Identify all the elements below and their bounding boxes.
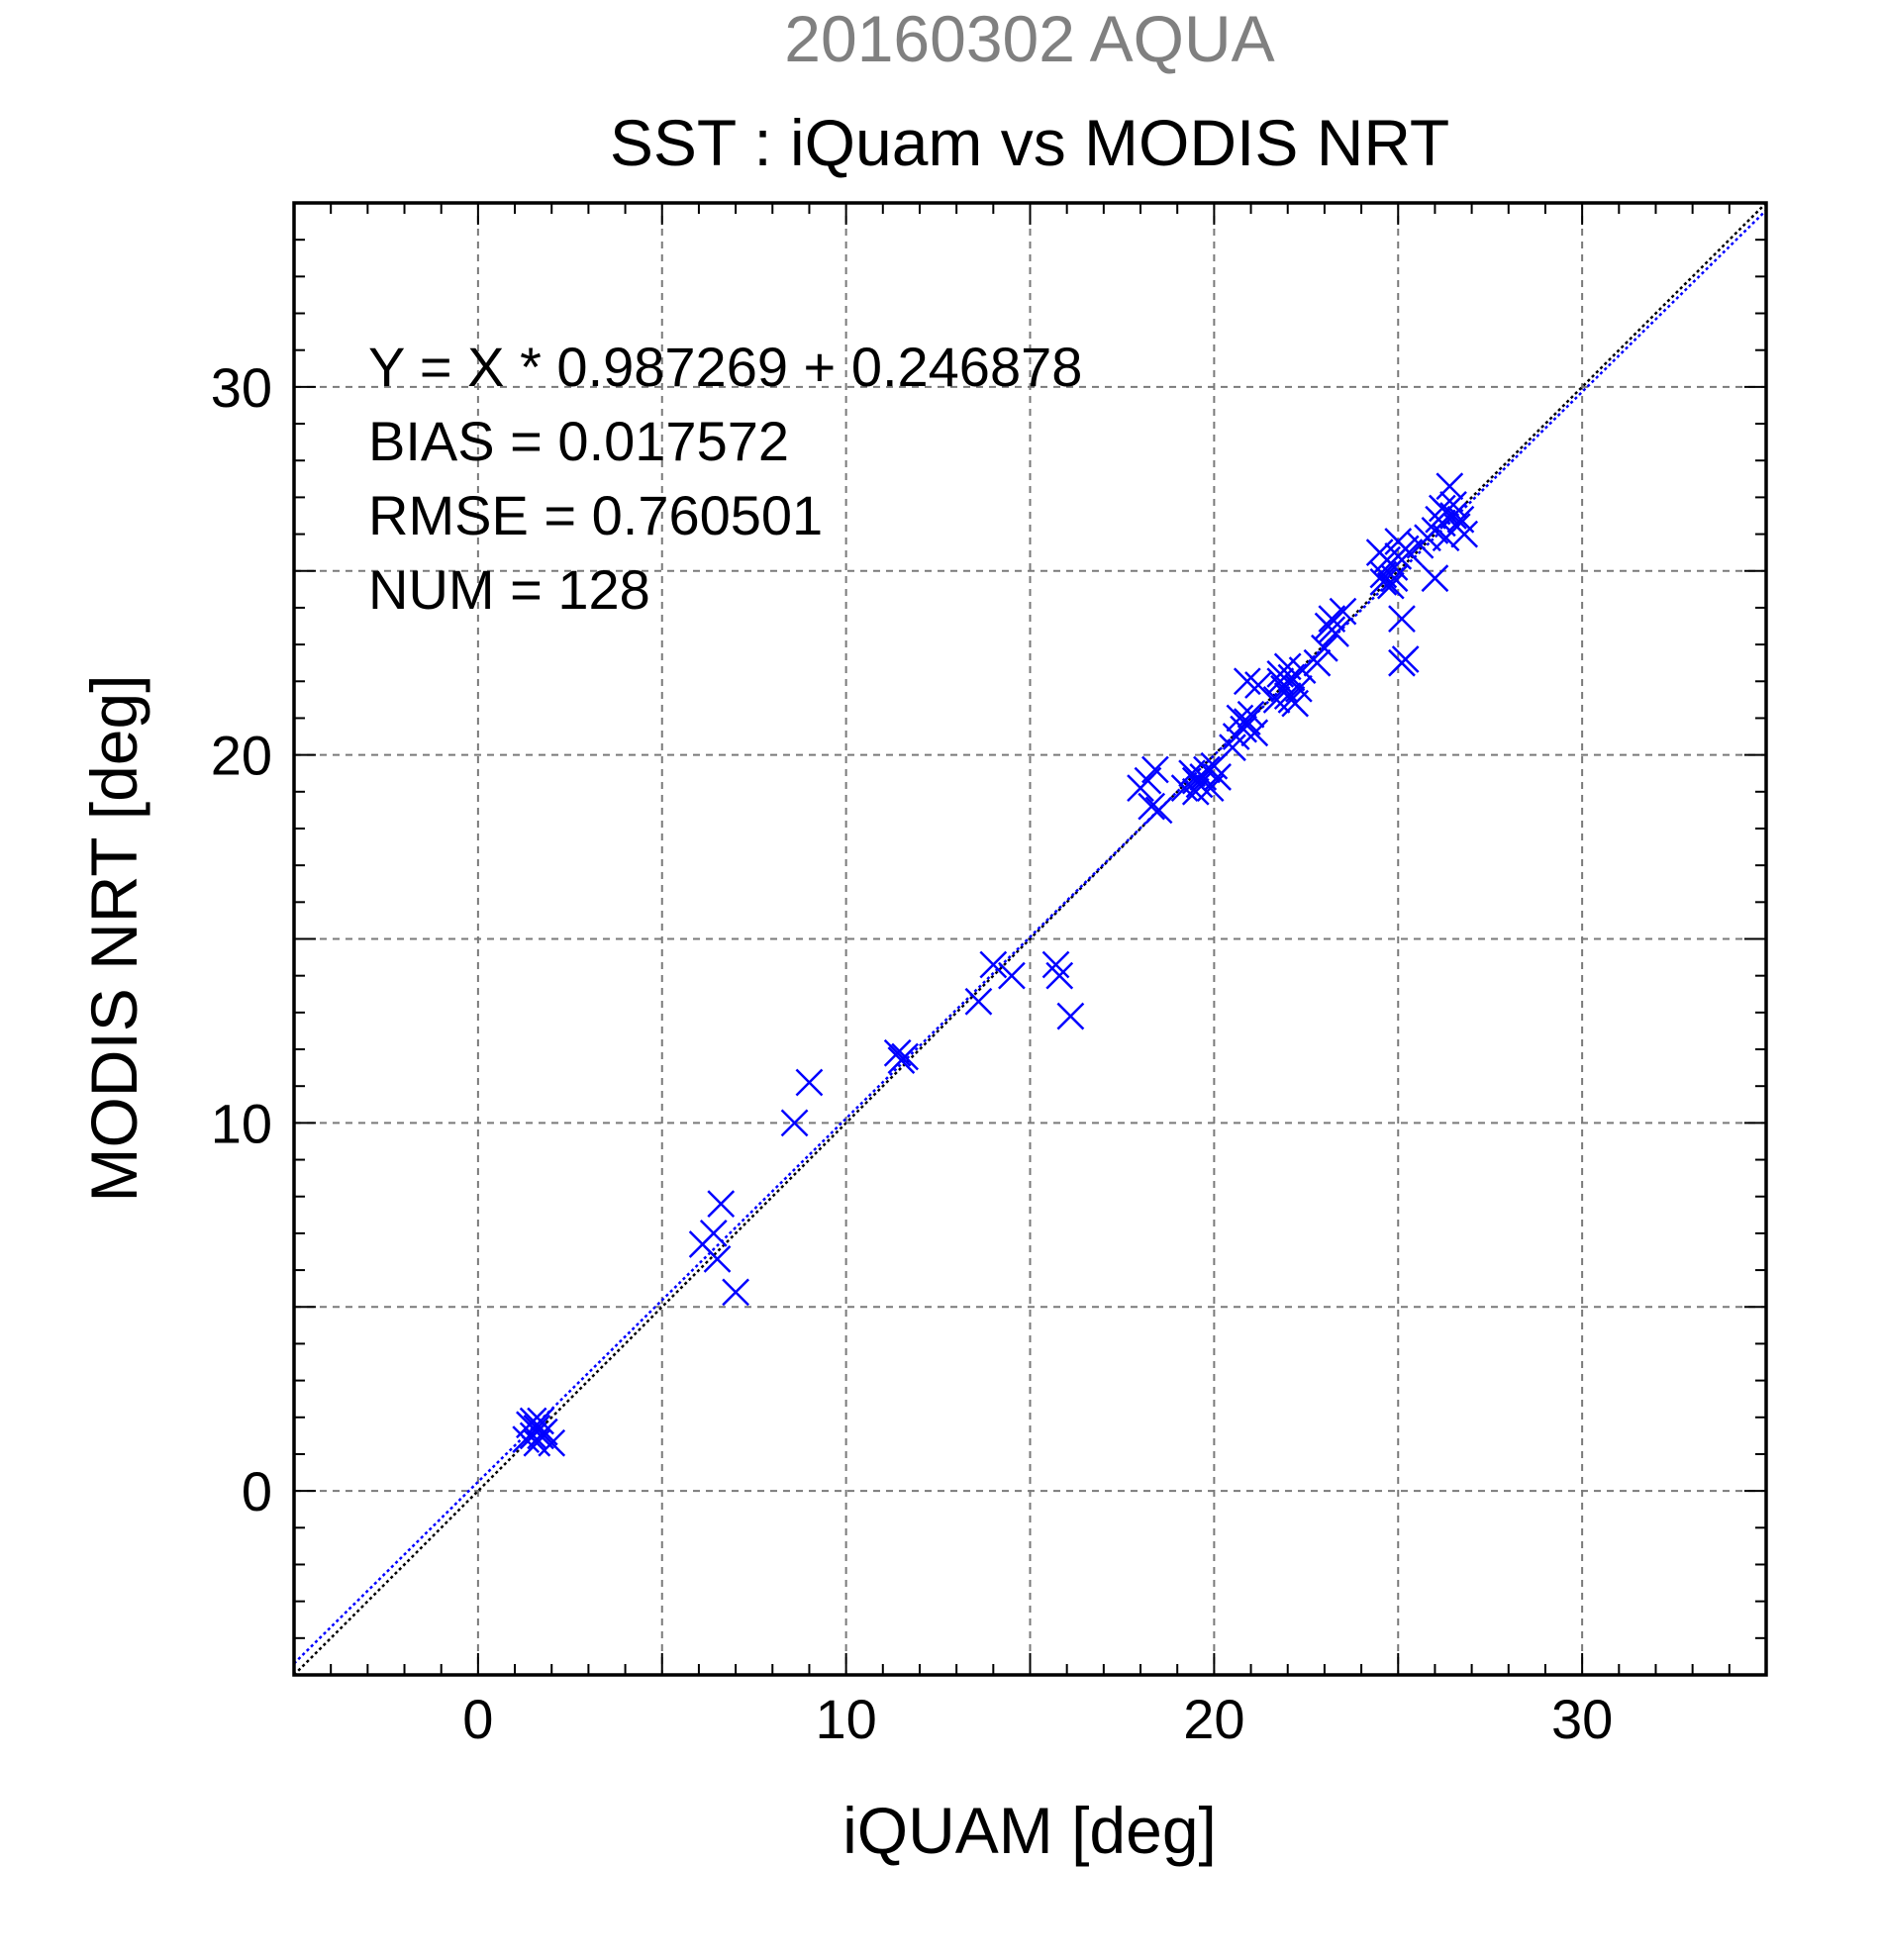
x-tick-label: 30 <box>1551 1688 1613 1750</box>
data-point <box>1266 667 1295 696</box>
x-tick-label: 20 <box>1183 1688 1244 1750</box>
data-point <box>1384 528 1413 555</box>
data-point <box>1222 723 1250 750</box>
data-point <box>1277 685 1306 714</box>
data-point <box>523 1428 551 1457</box>
data-point <box>1450 520 1479 548</box>
data-point <box>1318 616 1346 644</box>
x-axis-label: iQUAM [deg] <box>842 1794 1217 1867</box>
data-points <box>512 472 1479 1457</box>
regression-equation: Y = X * 0.987269 + 0.246878 <box>368 336 1082 398</box>
y-axis-label: MODIS NRT [deg] <box>77 674 150 1202</box>
data-point <box>1288 656 1317 685</box>
bias-value: BIAS = 0.017572 <box>368 410 789 472</box>
stats-box: Y = X * 0.987269 + 0.246878 BIAS = 0.017… <box>368 336 1082 621</box>
data-point <box>1436 472 1464 501</box>
data-point <box>722 1278 749 1307</box>
data-point <box>699 1220 728 1247</box>
data-point <box>527 1421 554 1450</box>
rmse-value: RMSE = 0.760501 <box>368 484 823 546</box>
data-point <box>780 1109 809 1137</box>
y-tick-label: 0 <box>242 1460 272 1522</box>
data-point <box>887 1046 916 1075</box>
data-point <box>1204 763 1232 791</box>
data-point <box>1240 719 1269 747</box>
data-point <box>1388 605 1416 633</box>
data-point <box>1391 645 1420 673</box>
data-point <box>1376 571 1405 600</box>
data-point <box>1056 1002 1085 1030</box>
data-point <box>1428 494 1456 523</box>
data-point <box>795 1068 824 1097</box>
grid <box>294 203 1766 1675</box>
data-point <box>964 987 993 1016</box>
data-point <box>1233 667 1261 696</box>
y-tick-label: 10 <box>211 1092 272 1154</box>
data-point <box>998 961 1026 990</box>
data-point <box>1138 792 1166 821</box>
data-point <box>883 1038 912 1067</box>
x-tick-label: 10 <box>815 1688 876 1750</box>
data-point <box>1369 568 1398 596</box>
y-tick-label: 30 <box>211 356 272 419</box>
data-point <box>1303 648 1332 677</box>
data-point <box>1439 490 1467 519</box>
plot-frame <box>292 201 1768 1677</box>
data-point <box>519 1421 547 1450</box>
num-value: NUM = 128 <box>368 558 650 621</box>
data-point <box>1311 634 1338 662</box>
data-point <box>1432 524 1460 552</box>
data-point <box>979 950 1008 979</box>
data-point <box>1045 961 1074 990</box>
data-point <box>1144 796 1173 825</box>
data-point <box>1185 770 1214 799</box>
x-tick-label: 0 <box>462 1688 493 1750</box>
data-point <box>1181 777 1210 806</box>
data-point <box>1380 564 1409 593</box>
data-point <box>1244 671 1272 699</box>
data-point <box>707 1190 736 1219</box>
data-point <box>1219 734 1246 762</box>
data-point <box>1329 597 1357 626</box>
data-point <box>1421 564 1449 593</box>
data-point <box>703 1245 732 1273</box>
chart-suptitle: 20160302 AQUA <box>784 2 1274 75</box>
y-tick-label: 20 <box>211 725 272 787</box>
data-point <box>1141 755 1169 784</box>
tick-labels: 0 10 20 30 0 10 20 30 <box>211 356 1614 1750</box>
data-point <box>1041 950 1070 979</box>
chart-title: SST : iQuam vs MODIS NRT <box>610 106 1449 179</box>
data-point <box>1237 700 1265 729</box>
data-point <box>527 1407 554 1435</box>
